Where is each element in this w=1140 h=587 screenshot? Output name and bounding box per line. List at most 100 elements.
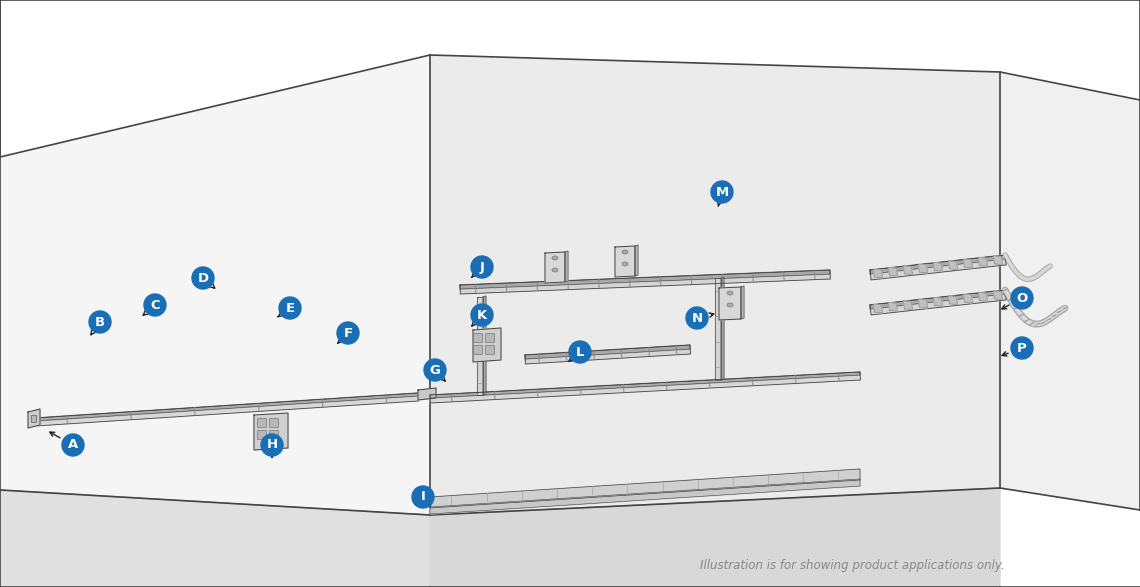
Polygon shape — [35, 393, 418, 426]
Polygon shape — [565, 251, 568, 282]
FancyBboxPatch shape — [258, 419, 267, 427]
Polygon shape — [870, 290, 1007, 315]
Ellipse shape — [552, 256, 557, 260]
Polygon shape — [430, 488, 1000, 587]
Circle shape — [424, 359, 446, 381]
Polygon shape — [873, 304, 882, 313]
Polygon shape — [963, 259, 972, 268]
Text: N: N — [692, 312, 702, 325]
FancyBboxPatch shape — [269, 430, 278, 440]
Polygon shape — [934, 262, 943, 271]
Text: E: E — [285, 302, 294, 315]
Polygon shape — [473, 328, 500, 362]
Text: O: O — [1017, 292, 1027, 305]
Text: G: G — [430, 363, 440, 376]
Polygon shape — [741, 286, 744, 319]
Ellipse shape — [727, 291, 733, 295]
Polygon shape — [483, 296, 486, 395]
Circle shape — [89, 311, 111, 333]
FancyBboxPatch shape — [473, 333, 482, 342]
FancyBboxPatch shape — [269, 419, 278, 427]
Polygon shape — [948, 296, 958, 305]
Polygon shape — [993, 291, 1002, 299]
Polygon shape — [477, 297, 483, 395]
Text: I: I — [421, 491, 425, 504]
Circle shape — [144, 294, 166, 316]
Ellipse shape — [727, 303, 733, 307]
Circle shape — [711, 181, 733, 203]
Polygon shape — [418, 388, 435, 400]
Polygon shape — [0, 490, 430, 587]
Text: F: F — [343, 326, 352, 339]
Circle shape — [1011, 337, 1033, 359]
Polygon shape — [904, 301, 912, 309]
Polygon shape — [526, 345, 690, 359]
Circle shape — [1011, 287, 1033, 309]
Polygon shape — [0, 0, 1140, 157]
Ellipse shape — [622, 250, 628, 254]
Circle shape — [279, 297, 301, 319]
Polygon shape — [963, 294, 972, 303]
Polygon shape — [934, 298, 943, 306]
Polygon shape — [430, 372, 860, 398]
Polygon shape — [1000, 72, 1140, 510]
Polygon shape — [888, 302, 897, 311]
Polygon shape — [430, 469, 860, 508]
Circle shape — [569, 341, 591, 363]
Polygon shape — [0, 55, 430, 515]
Text: M: M — [716, 185, 728, 198]
Circle shape — [471, 304, 492, 326]
Polygon shape — [28, 409, 40, 428]
Text: A: A — [68, 438, 79, 451]
Circle shape — [471, 256, 492, 278]
Polygon shape — [904, 266, 912, 275]
Text: C: C — [150, 299, 160, 312]
Text: Illustration is for showing product applications only.: Illustration is for showing product appl… — [700, 558, 1004, 572]
Polygon shape — [720, 277, 724, 380]
Polygon shape — [993, 256, 1002, 265]
Polygon shape — [430, 372, 861, 403]
Text: P: P — [1017, 342, 1027, 355]
Bar — [31, 415, 36, 422]
Polygon shape — [430, 55, 1000, 515]
Polygon shape — [461, 270, 830, 289]
Ellipse shape — [552, 268, 557, 272]
Polygon shape — [919, 264, 927, 273]
Polygon shape — [888, 268, 897, 276]
Circle shape — [337, 322, 359, 344]
Polygon shape — [978, 292, 987, 301]
Circle shape — [412, 486, 434, 508]
Text: H: H — [267, 438, 277, 451]
Polygon shape — [35, 393, 418, 421]
Polygon shape — [526, 345, 691, 364]
Polygon shape — [870, 290, 1005, 309]
Circle shape — [261, 434, 283, 456]
FancyBboxPatch shape — [486, 346, 495, 355]
Polygon shape — [254, 413, 288, 450]
Text: D: D — [197, 272, 209, 285]
Polygon shape — [461, 270, 830, 294]
Polygon shape — [715, 278, 720, 380]
Text: J: J — [480, 261, 484, 274]
Ellipse shape — [622, 262, 628, 266]
Text: K: K — [477, 309, 487, 322]
Polygon shape — [870, 255, 1007, 280]
Circle shape — [192, 267, 214, 289]
Polygon shape — [948, 261, 958, 269]
Polygon shape — [719, 287, 741, 320]
FancyBboxPatch shape — [258, 430, 267, 440]
Polygon shape — [873, 269, 882, 278]
Polygon shape — [870, 255, 1005, 274]
Text: B: B — [95, 315, 105, 329]
Polygon shape — [430, 479, 860, 514]
FancyBboxPatch shape — [473, 346, 482, 355]
Polygon shape — [635, 245, 638, 276]
Polygon shape — [978, 258, 987, 266]
Polygon shape — [545, 252, 565, 283]
Text: L: L — [576, 346, 584, 359]
Polygon shape — [919, 299, 927, 308]
Polygon shape — [614, 246, 635, 277]
Circle shape — [62, 434, 84, 456]
Circle shape — [686, 307, 708, 329]
FancyBboxPatch shape — [486, 333, 495, 342]
